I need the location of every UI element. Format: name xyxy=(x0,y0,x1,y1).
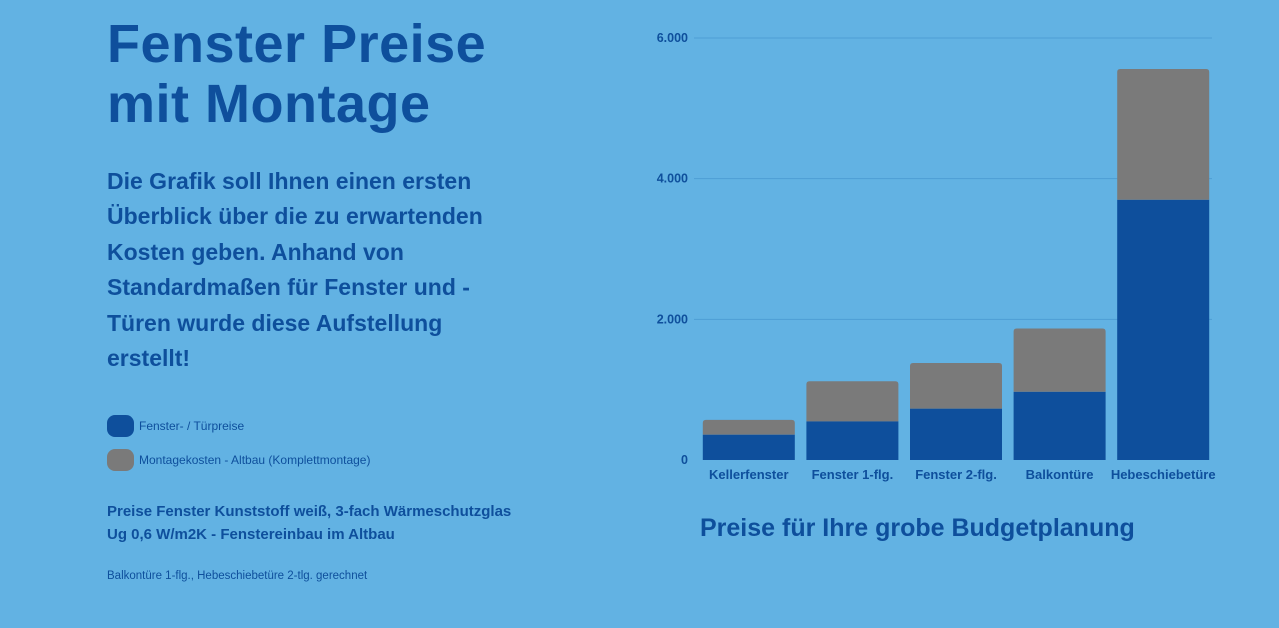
x-tick-label: Balkontüre xyxy=(1026,467,1094,482)
bar-segment-prices xyxy=(910,408,1002,460)
bar-segment-installation xyxy=(806,381,899,422)
y-tick-label: 4.000 xyxy=(657,172,688,186)
title-line-2: mit Montage xyxy=(107,74,431,134)
legend-label-prices: Fenster- / Türpreise xyxy=(139,419,245,434)
text-panel: Fenster Preise mit Montage Die Grafik so… xyxy=(107,14,527,582)
bar-segment-prices xyxy=(806,421,899,460)
pricing-footnote: Balkontüre 1-flg., Hebeschiebetüre 2-tlg… xyxy=(107,570,368,583)
x-tick-label: Fenster 2-flg. xyxy=(915,467,997,482)
legend-swatch-prices xyxy=(107,415,134,438)
bars xyxy=(702,68,1210,460)
bar-segment-prices xyxy=(1013,391,1106,460)
legend-item-prices: Fenster- / Türpreise xyxy=(107,414,527,438)
y-tick-label: 0 xyxy=(681,453,688,467)
grid-lines xyxy=(694,37,1212,320)
bar-segment-installation xyxy=(910,362,1002,409)
x-tick-label: Fenster 1-flg. xyxy=(812,467,894,482)
legend-label-installation: Montagekosten - Altbau (Komplettmontage) xyxy=(139,453,371,468)
y-tick-label: 6.000 xyxy=(657,31,688,45)
page-title: Fenster Preise mit Montage xyxy=(107,14,527,134)
y-axis-ticks: 0 2.000 4.000 6.000 xyxy=(657,31,688,467)
legend-swatch-installation xyxy=(107,449,134,472)
bar-segment-installation xyxy=(1117,68,1210,200)
pricing-note: Preise Fenster Kunststoff weiß, 3-fach W… xyxy=(107,503,512,544)
bar-segment-installation xyxy=(702,419,795,435)
x-tick-label: Hebeschiebetüre xyxy=(1111,467,1216,482)
bar-segment-prices xyxy=(1117,199,1210,460)
title-line-1: Fenster Preise xyxy=(107,14,487,74)
y-tick-label: 2.000 xyxy=(657,312,688,326)
intro-text: Die Grafik soll Ihnen einen ersten Überb… xyxy=(107,168,483,372)
x-tick-label: Kellerfenster xyxy=(709,467,788,482)
chart-legend: Fenster- / Türpreise Montagekosten - Alt… xyxy=(107,414,527,472)
legend-item-installation: Montagekosten - Altbau (Komplettmontage) xyxy=(107,448,527,472)
bar-segment-prices xyxy=(702,434,795,460)
x-axis-ticks: Kellerfenster Fenster 1-flg. Fenster 2-flg… xyxy=(709,467,1216,482)
bar-segment-installation xyxy=(1013,328,1106,392)
chart-caption: Preise für Ihre grobe Budgetplanung xyxy=(700,514,1135,542)
